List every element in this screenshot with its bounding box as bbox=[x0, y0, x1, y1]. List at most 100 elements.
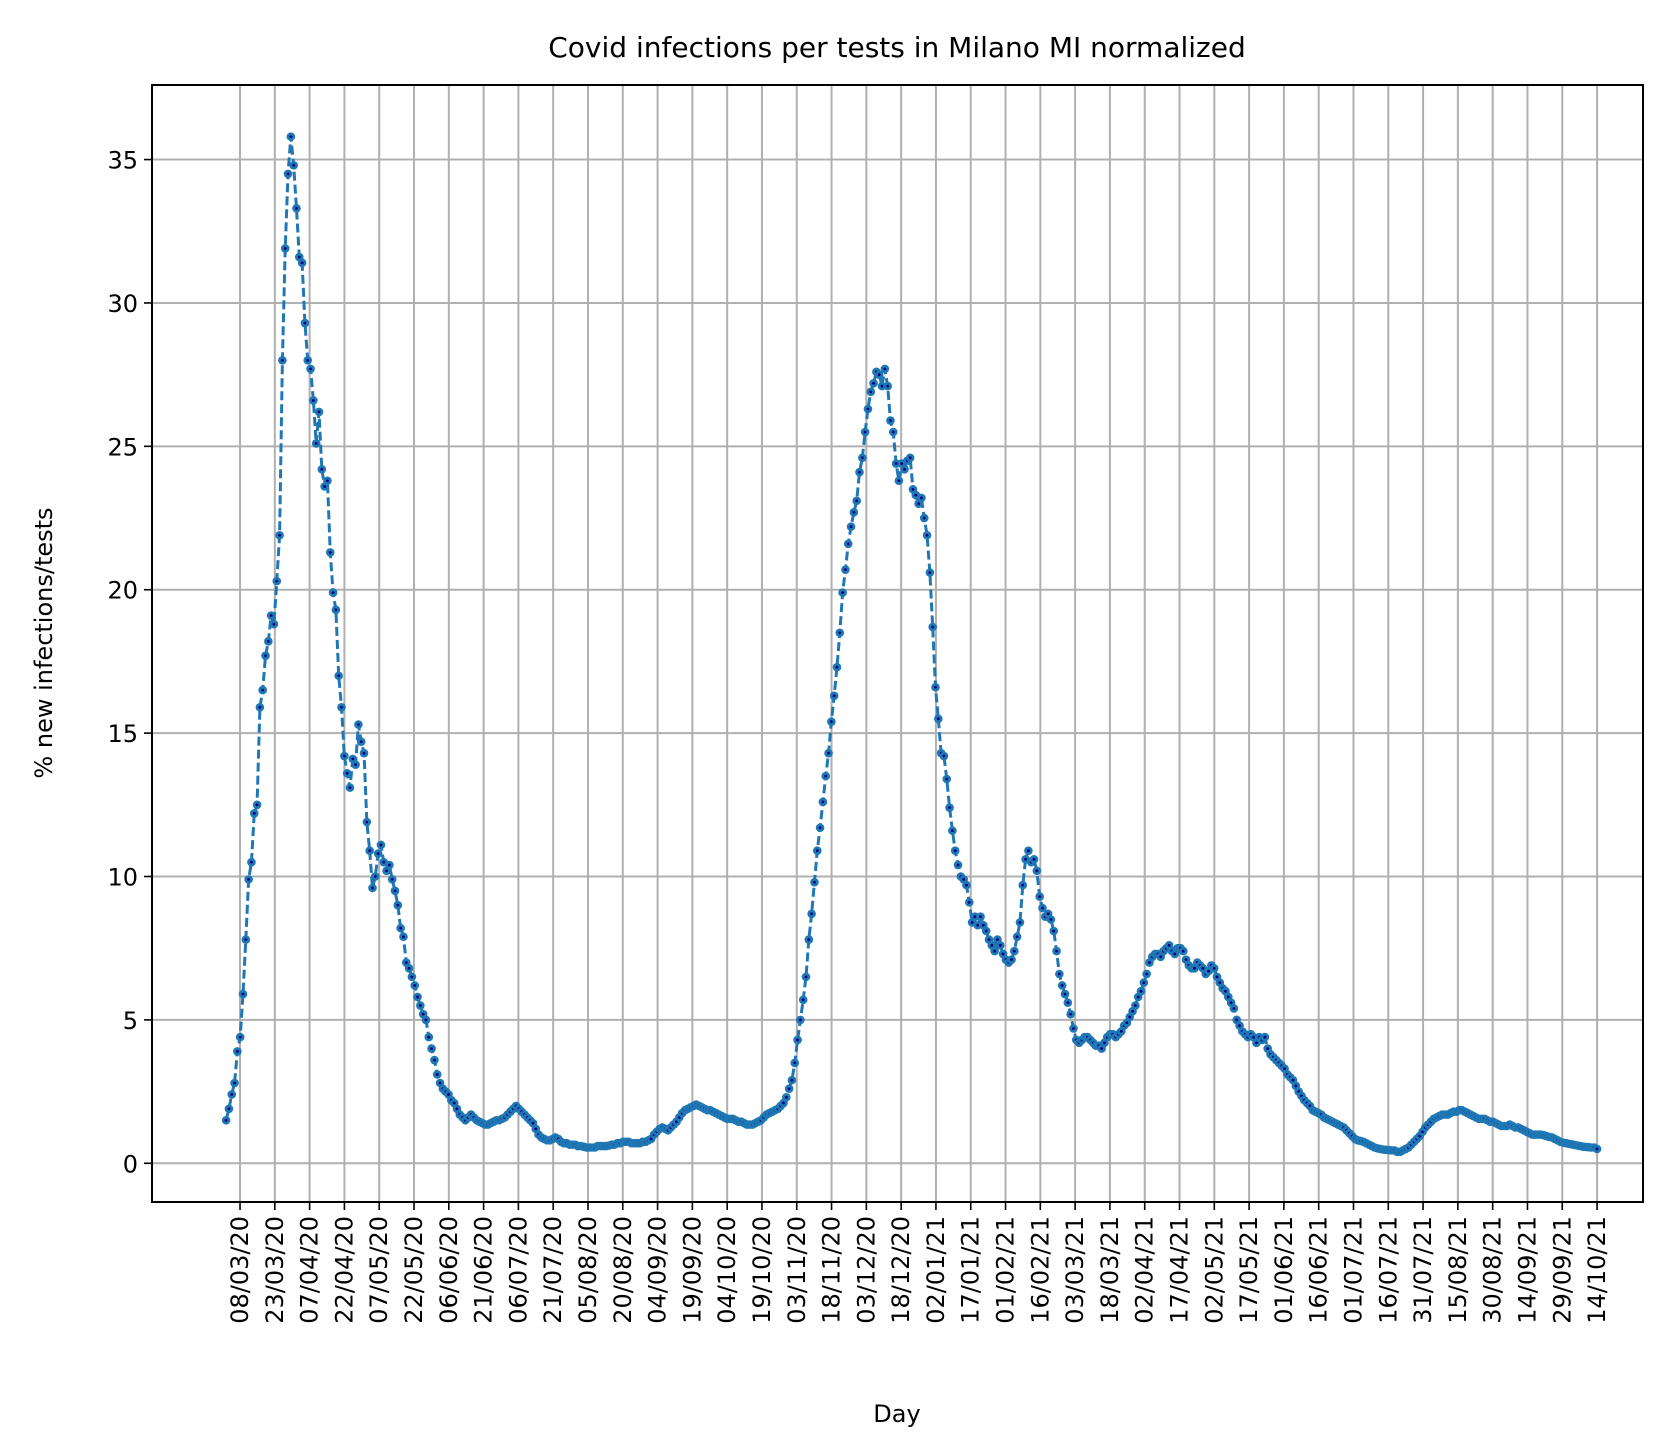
data-point-center bbox=[244, 938, 248, 941]
data-point-center bbox=[953, 849, 957, 853]
data-point-center bbox=[342, 754, 346, 758]
data-point-center bbox=[917, 502, 921, 506]
data-point-center bbox=[993, 949, 997, 953]
data-point-center bbox=[866, 407, 870, 411]
data-point-center bbox=[247, 877, 251, 881]
data-point-center bbox=[849, 525, 853, 529]
data-point-center bbox=[1224, 989, 1227, 993]
data-point-center bbox=[269, 614, 273, 617]
data-point-center bbox=[452, 1101, 456, 1105]
data-point-center bbox=[821, 800, 825, 804]
data-point-center bbox=[869, 390, 873, 394]
data-point-center bbox=[922, 516, 926, 520]
data-point-center bbox=[340, 705, 343, 709]
data-point-center bbox=[447, 1093, 450, 1096]
data-point-center bbox=[936, 717, 940, 721]
data-point-center bbox=[858, 470, 861, 474]
y-tick-label: 0 bbox=[123, 1150, 138, 1178]
data-point-center bbox=[413, 984, 417, 987]
y-tick-label: 20 bbox=[107, 577, 138, 605]
data-point-center bbox=[979, 915, 982, 919]
data-point-center bbox=[1012, 949, 1016, 953]
data-point-center bbox=[396, 903, 400, 907]
data-point-center bbox=[1128, 1015, 1132, 1019]
data-point-center bbox=[1052, 929, 1056, 933]
data-point-center bbox=[1066, 1001, 1070, 1005]
data-point-center bbox=[1131, 1009, 1134, 1013]
x-tick-label: 17/01/21 bbox=[957, 1216, 985, 1324]
data-point-center bbox=[435, 1072, 439, 1076]
data-point-center bbox=[334, 608, 338, 612]
series-layer bbox=[221, 132, 1602, 1157]
data-point-center bbox=[970, 920, 974, 924]
x-tick-label: 08/03/20 bbox=[226, 1216, 254, 1324]
data-point-center bbox=[1133, 1004, 1137, 1007]
x-tick-label: 02/01/21 bbox=[922, 1216, 950, 1324]
data-point-center bbox=[1145, 972, 1149, 976]
data-point-center bbox=[818, 826, 822, 830]
data-point-center bbox=[1201, 966, 1205, 970]
data-point-center bbox=[981, 923, 985, 927]
x-tick-label: 03/12/20 bbox=[852, 1216, 880, 1324]
y-tick-label: 15 bbox=[107, 720, 138, 748]
data-point-center bbox=[365, 820, 369, 824]
data-point-center bbox=[430, 1047, 434, 1050]
data-point-center bbox=[804, 975, 808, 979]
data-point-center bbox=[1021, 883, 1025, 887]
data-point-center bbox=[1032, 857, 1036, 861]
plot-area-frame bbox=[151, 84, 1644, 1203]
data-point-center bbox=[314, 442, 318, 445]
data-point-center bbox=[534, 1127, 538, 1131]
x-tick-label: 03/11/20 bbox=[783, 1216, 811, 1324]
data-point-center bbox=[1215, 975, 1219, 979]
data-point-center bbox=[281, 358, 284, 362]
data-point-center bbox=[900, 462, 904, 465]
data-point-center bbox=[1294, 1084, 1298, 1088]
data-point-center bbox=[1173, 952, 1177, 956]
data-point-center bbox=[224, 1118, 228, 1122]
data-point-center bbox=[827, 751, 830, 755]
data-point-center bbox=[258, 705, 262, 709]
grid bbox=[152, 85, 1643, 1202]
data-point-center bbox=[956, 863, 960, 867]
data-point-center bbox=[390, 877, 394, 881]
x-tick-label: 16/06/21 bbox=[1305, 1216, 1333, 1324]
data-point-center bbox=[326, 479, 329, 483]
data-point-center bbox=[337, 674, 341, 678]
data-point-center bbox=[393, 889, 397, 893]
data-point-center bbox=[1049, 918, 1053, 921]
data-point-center bbox=[796, 1038, 799, 1042]
data-point-center bbox=[1139, 989, 1143, 993]
data-point-center bbox=[844, 568, 847, 572]
data-point-center bbox=[793, 1061, 797, 1065]
data-point-center bbox=[1283, 1067, 1286, 1071]
data-point-center bbox=[455, 1107, 459, 1111]
data-point-center bbox=[1167, 943, 1171, 947]
x-tick-label: 14/09/21 bbox=[1513, 1216, 1541, 1324]
x-tick-label: 19/09/20 bbox=[678, 1216, 706, 1324]
data-point-center bbox=[810, 912, 814, 916]
data-point-center bbox=[1238, 1024, 1241, 1028]
data-point-center bbox=[928, 571, 932, 574]
x-tick-label: 19/10/20 bbox=[748, 1216, 776, 1324]
data-point-center bbox=[404, 961, 408, 964]
data-point-center bbox=[1255, 1041, 1258, 1045]
y-axis: 0 5 10 15 20 25 30 35 bbox=[107, 147, 152, 1178]
data-point-center bbox=[1181, 949, 1185, 953]
x-tick-label: 01/02/21 bbox=[992, 1216, 1020, 1324]
data-point-center bbox=[402, 935, 405, 939]
data-point-center bbox=[1252, 1035, 1256, 1039]
x-tick-label: 17/05/21 bbox=[1235, 1216, 1263, 1324]
data-point-center bbox=[1125, 1021, 1129, 1025]
data-point-center bbox=[311, 399, 315, 402]
data-point-center bbox=[345, 771, 349, 775]
data-point-center bbox=[798, 1018, 802, 1022]
x-tick-label: 06/06/20 bbox=[435, 1216, 463, 1324]
data-point-center bbox=[278, 533, 281, 537]
data-point-center bbox=[418, 1004, 422, 1007]
x-tick-label: 21/06/20 bbox=[470, 1216, 498, 1324]
data-point-center bbox=[1232, 1007, 1236, 1010]
data-point-center bbox=[1041, 906, 1044, 910]
data-point-center bbox=[931, 625, 935, 629]
data-point-center bbox=[1057, 972, 1061, 976]
